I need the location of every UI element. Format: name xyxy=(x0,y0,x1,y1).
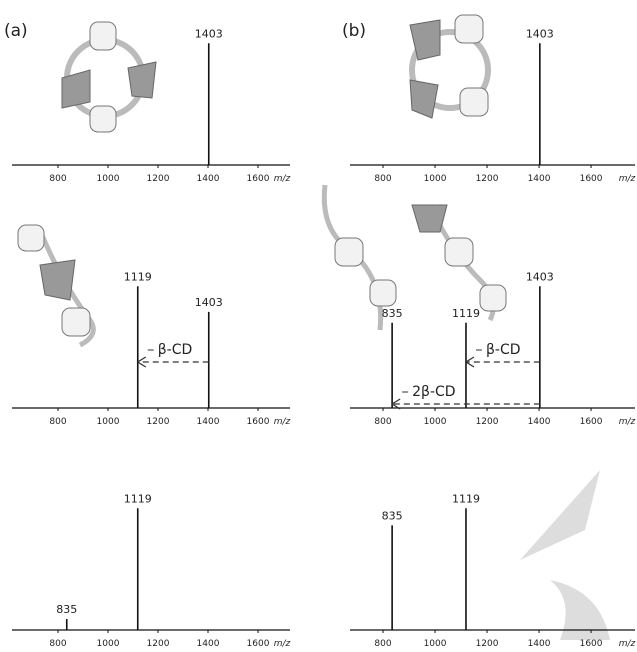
x-axis-label: m/z xyxy=(619,417,636,427)
x-tick-label: 1200 xyxy=(147,417,170,427)
peak-label: 835 xyxy=(56,603,77,616)
x-tick-label: 1000 xyxy=(97,639,120,648)
x-tick-label: 1600 xyxy=(580,639,603,648)
x-tick-label: 1400 xyxy=(197,417,220,427)
x-tick-label: 1400 xyxy=(528,639,551,648)
x-tick-label: 1600 xyxy=(247,174,270,184)
peak-label: 1119 xyxy=(124,492,152,505)
annotation-label: β-CD xyxy=(158,342,193,358)
x-tick-label: 1600 xyxy=(580,174,603,184)
x-tick-label: 1200 xyxy=(476,174,499,184)
watermark xyxy=(550,580,610,640)
x-tick-label: 800 xyxy=(49,174,66,184)
figure: 800 1000 1200 1400 1600 m/z (a) 1403 800 1000 1200… xyxy=(0,0,637,648)
x-tick-label: 1000 xyxy=(424,417,447,427)
panel-label: (b) xyxy=(342,21,366,41)
x-tick-label: 1000 xyxy=(424,639,447,648)
peak-label: 1403 xyxy=(195,296,223,309)
peak-label: 1403 xyxy=(195,27,223,40)
x-tick-label: 1200 xyxy=(476,639,499,648)
peak-label: 1403 xyxy=(526,270,554,283)
watermark xyxy=(520,470,600,560)
x-tick-label: 800 xyxy=(49,639,66,648)
x-tick-label: 1400 xyxy=(528,174,551,184)
x-tick-label: 800 xyxy=(374,639,391,648)
peak-label: 1119 xyxy=(452,307,480,320)
peak-label: 835 xyxy=(382,509,403,522)
cartoon-rotaxane xyxy=(410,15,488,118)
x-tick-label: 800 xyxy=(374,174,391,184)
annotation-label: 2β-CD xyxy=(412,384,455,400)
x-tick-label: 1400 xyxy=(197,639,220,648)
x-tick-label: 1200 xyxy=(147,639,170,648)
x-tick-label: 1200 xyxy=(147,174,170,184)
x-tick-label: 1600 xyxy=(247,639,270,648)
annotation-label: β-CD xyxy=(486,342,521,358)
cartoon-chain xyxy=(18,225,93,345)
x-axis-label: m/z xyxy=(274,174,291,184)
arrow-head xyxy=(466,357,474,367)
x-axis-label: m/z xyxy=(619,639,636,648)
cartoon-rotaxane xyxy=(62,22,156,132)
x-tick-label: 1400 xyxy=(528,417,551,427)
x-tick-label: 1400 xyxy=(197,174,220,184)
x-axis-label: m/z xyxy=(274,639,291,648)
x-tick-label: 1000 xyxy=(424,174,447,184)
peak-label: 1119 xyxy=(452,492,480,505)
x-tick-label: 1000 xyxy=(97,174,120,184)
x-axis-label: m/z xyxy=(619,174,636,184)
x-tick-label: 1000 xyxy=(97,417,120,427)
x-tick-label: 1600 xyxy=(247,417,270,427)
x-tick-label: 1600 xyxy=(580,417,603,427)
x-tick-label: 800 xyxy=(374,417,391,427)
x-tick-label: 800 xyxy=(49,417,66,427)
panel-label: (a) xyxy=(4,21,28,41)
x-axis-label: m/z xyxy=(274,417,291,427)
peak-label: 835 xyxy=(382,307,403,320)
peak-label: 1403 xyxy=(526,27,554,40)
peak-label: 1119 xyxy=(124,270,152,283)
x-tick-label: 1200 xyxy=(476,417,499,427)
